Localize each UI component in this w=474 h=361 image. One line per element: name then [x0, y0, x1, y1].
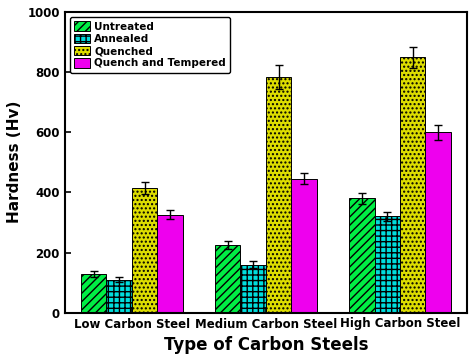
Legend: Untreated, Annealed, Quenched, Quench and Tempered: Untreated, Annealed, Quenched, Quench an… [70, 17, 230, 73]
Bar [426, 132, 451, 313]
Y-axis label: Hardness (Hv): Hardness (Hv) [7, 101, 22, 223]
Bar [215, 245, 240, 313]
Bar [349, 199, 374, 313]
Bar [81, 274, 107, 313]
Bar [374, 216, 400, 313]
Bar [107, 279, 132, 313]
Bar [400, 57, 426, 313]
Bar [240, 265, 266, 313]
Bar [157, 215, 183, 313]
Bar [292, 179, 317, 313]
X-axis label: Type of Carbon Steels: Type of Carbon Steels [164, 336, 368, 354]
Bar [132, 188, 157, 313]
Bar [266, 77, 292, 313]
